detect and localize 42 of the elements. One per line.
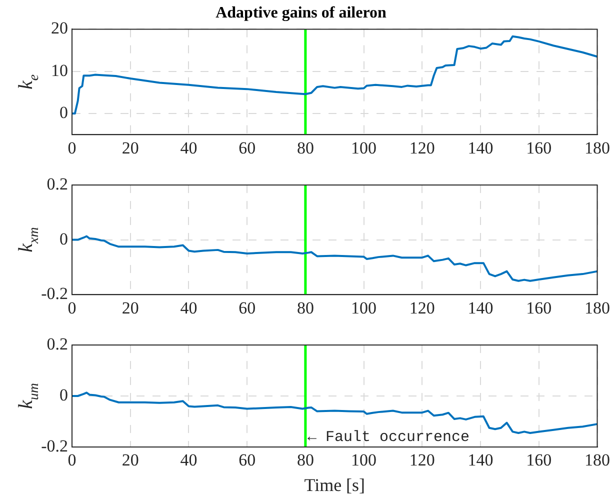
y-tick-label: 0.2 <box>46 174 68 194</box>
x-tick-label: 80 <box>296 450 314 470</box>
x-tick-label: 140 <box>468 138 494 158</box>
x-tick-label: 100 <box>351 298 377 318</box>
x-tick-label: 60 <box>238 450 256 470</box>
y-tick-label: 0 <box>60 385 68 404</box>
x-tick-label: 80 <box>296 138 314 158</box>
x-tick-label: 20 <box>122 450 139 470</box>
x-tick-label: 160 <box>526 450 552 470</box>
x-tick-label: 60 <box>238 138 256 158</box>
x-tick-label: 180 <box>584 450 610 470</box>
x-tick-label: 120 <box>409 450 435 470</box>
x-tick-label: 120 <box>409 138 435 158</box>
x-tick-label: 20 <box>122 138 139 158</box>
x-tick-label: 40 <box>180 138 198 158</box>
x-tick-label: 100 <box>351 138 377 158</box>
x-tick-label: 160 <box>526 298 552 318</box>
x-tick-label: 160 <box>526 138 552 158</box>
x-tick-label: 20 <box>122 298 139 318</box>
x-tick-label: 120 <box>409 298 435 318</box>
x-tick-label: 140 <box>468 298 494 318</box>
y-tick-label: 20 <box>51 18 68 38</box>
y-tick-label: 0 <box>60 102 68 122</box>
chart-title: Adaptive gains of aileron <box>216 4 387 22</box>
y-tick-label: 0 <box>60 229 68 248</box>
x-tick-label: 180 <box>584 138 610 158</box>
y-tick-label: 10 <box>51 60 68 80</box>
x-tick-label: 140 <box>468 450 494 470</box>
x-tick-label: 100 <box>351 450 377 470</box>
y-tick-label: -0.2 <box>41 284 68 304</box>
x-axis-title: Time [s] <box>304 474 366 495</box>
y-axis-title: ke <box>15 74 42 90</box>
annotation: ← Fault occurrence <box>307 428 470 446</box>
x-tick-label: 40 <box>180 450 198 470</box>
x-tick-label: 180 <box>584 298 610 318</box>
x-tick-label: 60 <box>238 298 256 318</box>
y-axis-title: kxm <box>15 227 42 252</box>
y-tick-label: 0.2 <box>46 334 68 354</box>
y-tick-label: -0.2 <box>41 436 68 456</box>
x-tick-label: 80 <box>296 298 314 318</box>
x-tick-label: 40 <box>180 298 198 318</box>
y-axis-title: kum <box>15 382 42 409</box>
